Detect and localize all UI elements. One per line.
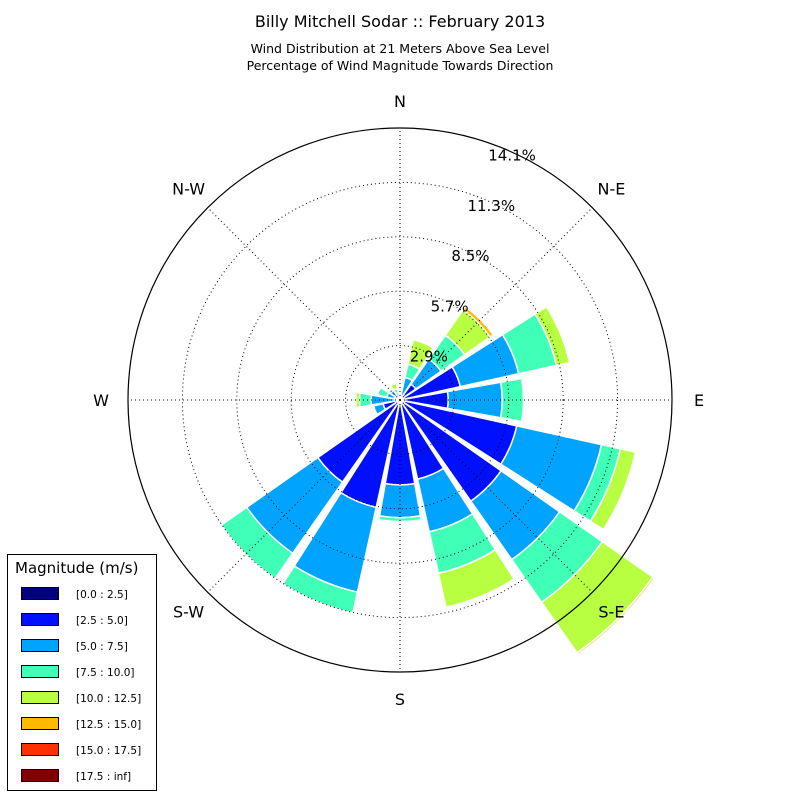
grid-circle (181, 181, 619, 619)
radial-tick-label: 14.1% (488, 147, 536, 165)
wedge-se-bin-5 (575, 575, 656, 656)
wedge-s-bin-3 (378, 515, 422, 523)
legend-swatch (21, 665, 59, 678)
legend-swatch (21, 587, 59, 600)
compass-label-s: S (395, 690, 405, 709)
wedge-w-bin-3 (358, 392, 373, 408)
legend-swatch (21, 613, 59, 626)
wedge-nne-bin-4 (407, 338, 435, 371)
legend-swatch (21, 639, 59, 652)
compass-label-w: W (93, 391, 109, 410)
legend-swatch (21, 743, 59, 756)
grid-circle (236, 236, 564, 564)
legend-label: [7.5 : 10.0] (76, 667, 135, 679)
legend-swatch (21, 717, 59, 730)
legend-title: Magnitude (m/s) (15, 559, 139, 577)
legend-swatch (21, 691, 59, 704)
wind-wedges (220, 305, 656, 656)
compass-label-n-w: N-W (172, 180, 205, 199)
wedge-wnw-bin-3 (376, 386, 390, 398)
legend-item: [0.0 : 2.5] (21, 587, 151, 603)
legend-item: [17.5 : inf] (21, 769, 151, 785)
wedge-wsw-bin-2 (372, 402, 387, 416)
legend-label: [5.0 : 7.5] (76, 641, 128, 653)
legend-label: [10.0 : 12.5] (76, 693, 142, 705)
compass-label-s-e: S-E (598, 602, 624, 621)
chart-subtitle-2: Percentage of Wind Magnitude Towards Dir… (246, 58, 554, 73)
compass-label-e: E (694, 391, 704, 410)
radial-tick-label: 11.3% (467, 197, 515, 215)
radial-tick-labels: 2.9% 5.7% 8.5% 11.3% 14.1% (410, 147, 536, 366)
compass-label-n-e: N-E (597, 180, 625, 199)
wedge-ese-bin-4 (589, 447, 637, 531)
wedge-w-bin-4 (354, 391, 361, 409)
legend-label: [0.0 : 2.5] (76, 589, 128, 601)
wedge-ene-bin-4 (534, 305, 571, 367)
chart-subtitle-1: Wind Distribution at 21 Meters Above Sea… (250, 41, 550, 56)
compass-label-n: N (394, 92, 406, 111)
wedge-sw-bin-3 (220, 506, 294, 580)
legend-item: [15.0 : 17.5] (21, 743, 151, 759)
compass-labels: N N-E E S-E S S-W W N-W (93, 92, 704, 709)
grid-spoke (399, 399, 593, 593)
legend-label: [17.5 : inf] (76, 771, 132, 783)
legend-swatch (21, 769, 59, 782)
radial-tick-label: 5.7% (431, 297, 469, 315)
grid-spoke (399, 207, 593, 401)
legend-item: [2.5 : 5.0] (21, 613, 151, 629)
wedge-sse-bin-4 (437, 548, 516, 609)
radial-tick-label: 2.9% (410, 348, 448, 366)
legend-item: [5.0 : 7.5] (21, 639, 151, 655)
chart-title: Billy Mitchell Sodar :: February 2013 (254, 12, 546, 31)
grid-spoke (207, 207, 401, 401)
grid-spoke (207, 399, 401, 593)
legend-label: [15.0 : 17.5] (76, 745, 142, 757)
legend-label: [2.5 : 5.0] (76, 615, 128, 627)
polar-grid (127, 127, 673, 673)
wedge-nnw-bin-4 (389, 382, 399, 392)
radial-tick-label: 8.5% (451, 247, 489, 265)
legend-item: [10.0 : 12.5] (21, 691, 151, 707)
compass-label-s-w: S-W (173, 602, 204, 621)
grid-circle (345, 345, 455, 455)
legend: Magnitude (m/s) [0.0 : 2.5] [2.5 : 5.0] [5… (7, 554, 157, 791)
wedge-ne-bin-5 (462, 305, 495, 338)
legend-item: [12.5 : 15.0] (21, 717, 151, 733)
legend-item: [7.5 : 10.0] (21, 665, 151, 681)
legend-label: [12.5 : 15.0] (76, 719, 142, 731)
outer-circle (127, 127, 673, 673)
